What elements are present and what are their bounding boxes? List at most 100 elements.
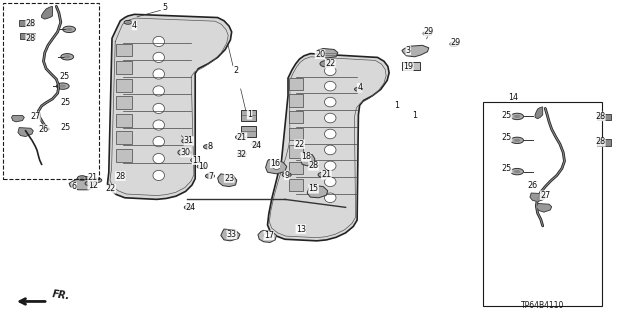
Text: 26: 26 [38,125,49,134]
Circle shape [80,177,84,179]
Circle shape [66,28,72,31]
Text: 4: 4 [357,83,362,92]
Text: 8: 8 [207,142,212,151]
Text: 22: 22 [325,59,335,68]
Text: FR.: FR. [51,289,70,302]
Ellipse shape [153,103,164,114]
Text: 19: 19 [403,63,413,71]
Circle shape [321,174,326,176]
Text: 21: 21 [88,173,98,182]
Bar [597,114,611,120]
Bar [289,179,303,191]
Circle shape [240,152,244,155]
Bar [19,20,33,26]
Text: 1: 1 [247,110,252,119]
Circle shape [207,175,212,177]
Circle shape [309,163,318,167]
Ellipse shape [153,170,164,181]
Circle shape [237,152,246,156]
Bar [289,111,303,123]
Circle shape [511,137,524,144]
Circle shape [193,159,197,161]
Bar [116,44,132,56]
Circle shape [181,151,188,154]
Ellipse shape [324,177,336,187]
Text: 33: 33 [227,230,237,239]
Text: 24: 24 [186,204,196,212]
Circle shape [514,115,520,118]
Text: 27: 27 [540,191,550,200]
Polygon shape [258,230,276,242]
Circle shape [124,20,132,24]
Text: 25: 25 [60,123,70,132]
Text: 25: 25 [502,164,512,173]
Text: 26: 26 [527,181,538,190]
Ellipse shape [324,129,336,139]
Text: 25: 25 [59,72,69,81]
Text: 28: 28 [115,172,125,181]
Circle shape [252,142,260,146]
Polygon shape [69,176,96,190]
Circle shape [184,140,189,142]
Circle shape [356,88,360,90]
Circle shape [514,170,520,173]
Bar [116,114,132,127]
Text: 25: 25 [60,98,70,107]
Text: 5: 5 [163,4,168,12]
Ellipse shape [153,52,164,63]
Bar [289,78,303,90]
Bar [116,149,132,162]
Circle shape [511,168,524,175]
Polygon shape [535,107,543,119]
Bar [289,94,303,107]
Circle shape [64,55,70,58]
Ellipse shape [153,86,164,96]
Text: 14: 14 [508,93,518,102]
Circle shape [355,87,362,91]
Circle shape [88,182,92,185]
Circle shape [423,31,432,36]
Circle shape [282,173,291,177]
Ellipse shape [324,113,336,123]
Text: 1: 1 [394,101,399,110]
Text: 13: 13 [296,225,306,234]
Bar [116,131,132,144]
Text: 27: 27 [30,112,40,121]
Circle shape [205,174,214,178]
Polygon shape [317,48,338,58]
Text: 28: 28 [26,19,36,28]
Polygon shape [536,204,552,212]
Text: 15: 15 [308,184,319,193]
Text: 17: 17 [264,231,274,240]
Circle shape [450,42,459,46]
Circle shape [85,181,94,186]
Polygon shape [402,45,429,57]
Bar [116,79,132,92]
Text: 18: 18 [301,152,311,161]
Polygon shape [42,6,52,19]
Text: 32: 32 [237,150,247,159]
Circle shape [61,54,74,60]
Text: 4: 4 [132,21,137,30]
Circle shape [253,143,259,145]
Circle shape [204,145,212,149]
Bar [483,102,602,306]
Text: 16: 16 [270,159,280,168]
Polygon shape [301,153,315,166]
Bar [3,3,99,179]
Circle shape [56,83,69,89]
Polygon shape [18,128,33,137]
Bar [116,96,132,109]
Polygon shape [218,174,237,187]
Circle shape [200,165,204,168]
Ellipse shape [324,193,336,203]
Text: 30: 30 [180,148,191,157]
Text: 25: 25 [502,111,512,120]
Bar [289,162,303,174]
Ellipse shape [153,69,164,79]
Ellipse shape [264,233,271,238]
Ellipse shape [324,97,336,107]
Circle shape [178,149,191,156]
Circle shape [186,206,191,209]
Text: 2: 2 [233,66,238,75]
